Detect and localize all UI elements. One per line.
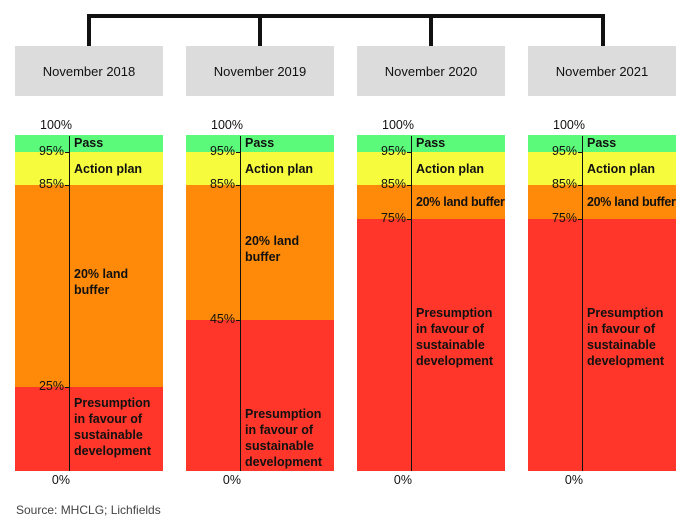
tick-mark	[578, 185, 583, 187]
threshold-band	[186, 151, 334, 186]
band-label: Pass	[245, 136, 275, 151]
band-label: Presumption in favour of sustainable dev…	[245, 406, 323, 469]
tick-label: 100%	[211, 118, 243, 132]
tick-label: 85%	[551, 177, 577, 192]
tick-label: 100%	[382, 118, 414, 132]
axis-line	[240, 136, 241, 471]
timeline-bracket	[87, 14, 605, 46]
tick-mark	[407, 219, 412, 220]
threshold-band	[528, 151, 676, 186]
tick-label: 45%	[209, 311, 235, 326]
tick-mark	[65, 185, 70, 187]
period-header: November 2020	[357, 46, 505, 96]
band-label: Action plan	[245, 161, 314, 176]
threshold-band	[186, 135, 334, 152]
axis-line	[69, 136, 70, 471]
threshold-band	[528, 219, 676, 471]
tick-label: 95%	[38, 143, 64, 158]
threshold-band	[357, 151, 505, 186]
band-label: 20% land buffer	[587, 195, 676, 210]
band-label: Presumption in favour of sustainable dev…	[74, 396, 152, 458]
tick-label: 0%	[564, 473, 583, 487]
tick-label: 0%	[222, 473, 241, 487]
tick-label: 0%	[393, 473, 412, 487]
threshold-band	[186, 319, 334, 471]
tick-label: 95%	[209, 143, 235, 158]
tick-mark	[407, 151, 412, 153]
period-header: November 2019	[186, 46, 334, 96]
tick-label: 95%	[380, 143, 406, 158]
threshold-band	[15, 387, 163, 471]
band-label: 20% land buffer	[74, 267, 129, 298]
tick-label: 85%	[38, 177, 64, 192]
tick-label: 85%	[380, 177, 406, 192]
band-label: Action plan	[416, 161, 485, 176]
tick-label: 75%	[380, 211, 406, 225]
tick-label: 95%	[551, 143, 577, 158]
tick-mark	[578, 151, 583, 153]
axis-line	[582, 136, 583, 471]
tick-label: 85%	[209, 177, 235, 192]
threshold-band	[357, 135, 505, 152]
band-label: Presumption in favour of sustainable dev…	[587, 306, 665, 368]
threshold-band	[186, 185, 334, 320]
tick-label: 25%	[38, 379, 64, 393]
tick-label: 75%	[551, 211, 577, 225]
period-header: November 2021	[528, 46, 676, 96]
tick-mark	[65, 151, 70, 153]
threshold-band	[357, 219, 505, 471]
tick-label: 100%	[40, 118, 72, 132]
tick-mark	[65, 387, 70, 388]
threshold-band	[357, 185, 505, 219]
tick-mark	[236, 151, 241, 153]
band-label: Pass	[587, 136, 617, 151]
band-label: Action plan	[587, 161, 656, 176]
band-label: Pass	[74, 136, 104, 151]
band-label: Action plan	[74, 161, 143, 176]
tick-label: 0%	[51, 473, 70, 487]
threshold-band	[15, 151, 163, 186]
threshold-band	[528, 185, 676, 219]
band-label: 20% land buffer	[245, 233, 300, 264]
band-label: 20% land buffer	[416, 195, 505, 210]
threshold-band	[15, 135, 163, 152]
tick-mark	[236, 319, 241, 321]
tick-label: 100%	[553, 118, 585, 132]
axis-line	[411, 136, 412, 471]
band-label: Pass	[416, 136, 446, 151]
band-label: Presumption in favour of sustainable dev…	[416, 306, 494, 368]
tick-mark	[578, 219, 583, 220]
source-note: Source: MHCLG; Lichfields	[16, 503, 161, 517]
tick-mark	[407, 185, 412, 187]
threshold-band	[528, 135, 676, 152]
period-header: November 2018	[15, 46, 163, 96]
tick-mark	[236, 185, 241, 187]
threshold-band	[15, 185, 163, 387]
